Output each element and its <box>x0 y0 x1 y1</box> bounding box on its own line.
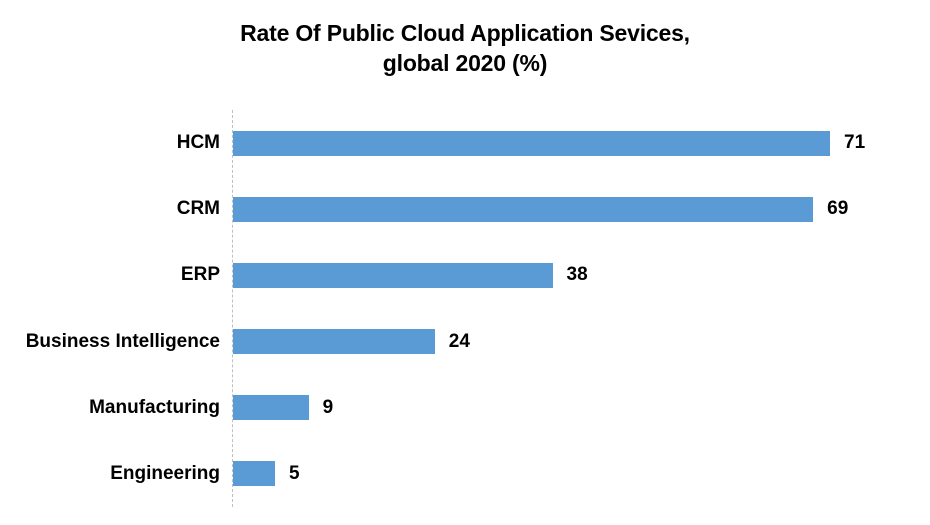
bar <box>233 395 309 421</box>
bar-row: ERP 38 <box>0 242 930 308</box>
value-label: 24 <box>448 330 470 352</box>
chart-title-line1: Rate Of Public Cloud Application Sevices… <box>240 20 690 46</box>
value-label: 71 <box>844 132 866 154</box>
chart-title-line2: global 2020 (%) <box>382 50 548 76</box>
bar <box>233 329 435 355</box>
value-label: 69 <box>827 198 849 220</box>
category-label: Engineering <box>110 462 220 484</box>
y-axis-line <box>232 110 233 507</box>
bar-row: Business Intelligence 24 <box>0 309 930 375</box>
plot-area: HCM 71 CRM 69 ERP 38 Business Intelligence 24 Ma… <box>0 110 930 507</box>
bar <box>233 461 276 487</box>
category-label: Manufacturing <box>89 396 220 418</box>
category-label: CRM <box>176 198 220 220</box>
bar <box>233 130 830 156</box>
value-label: 5 <box>289 462 300 484</box>
value-label: 9 <box>322 396 334 418</box>
bar-row: Engineering 5 <box>0 441 930 507</box>
bar-row: Manufacturing 9 <box>0 375 930 441</box>
category-label: HCM <box>176 132 220 154</box>
value-label: 38 <box>566 264 588 286</box>
chart-title: Rate Of Public Cloud Application Sevices… <box>0 18 930 78</box>
category-label: Business Intelligence <box>25 330 220 352</box>
bar-rows: HCM 71 CRM 69 ERP 38 Business Intelligence 24 Ma… <box>0 110 930 507</box>
bar <box>233 196 814 222</box>
bar-row: CRM 69 <box>0 176 930 242</box>
bar-row: HCM 71 <box>0 110 930 176</box>
bar <box>233 262 553 288</box>
category-label: ERP <box>180 264 220 286</box>
